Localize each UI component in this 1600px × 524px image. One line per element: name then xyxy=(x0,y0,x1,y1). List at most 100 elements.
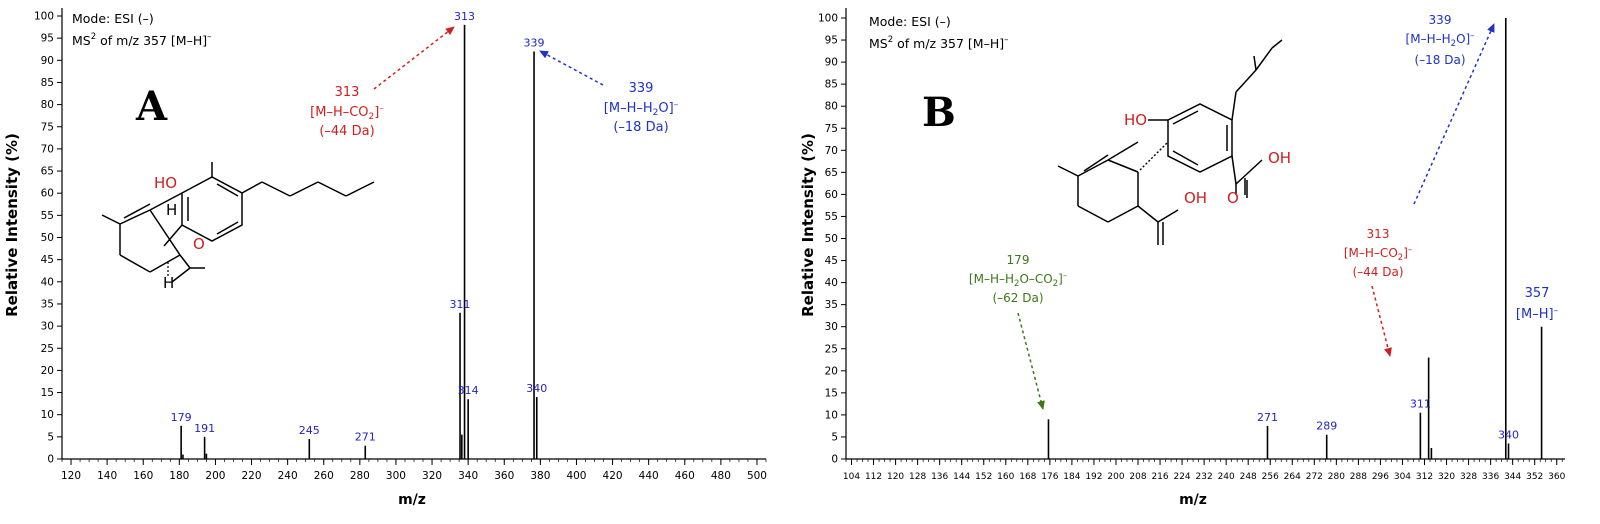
panel-b-y-tick-label: 100 xyxy=(818,13,838,25)
svg-text:(–44 Da): (–44 Da) xyxy=(1352,265,1403,279)
panel-b-arrow-313 xyxy=(1371,285,1392,357)
panel-a-structure-h-bottom: H xyxy=(163,274,174,292)
panel-a-mode-label: Mode: ESI (–) xyxy=(72,11,154,26)
panel-a-y-tick-label: 5 xyxy=(47,431,54,443)
panel-a-y-tick-label: 80 xyxy=(41,99,54,111)
panel-a-y-tick-label: 85 xyxy=(41,77,54,89)
panel-a-structure-o: O xyxy=(193,235,205,253)
panel-b-y-tick-label: 95 xyxy=(825,35,838,47)
panel-b-hash-bond xyxy=(1139,141,1169,171)
panel-a-x-tick-label: 440 xyxy=(639,470,659,482)
panel-a-x-tick-label: 260 xyxy=(314,470,334,482)
peak-label: 313 xyxy=(454,10,475,23)
svg-text:339: 339 xyxy=(629,81,654,96)
panel-a-structure-h-top: H xyxy=(166,201,177,219)
panel-a-y-tick-label: 75 xyxy=(41,121,54,133)
panel-b-x-tick-label: 232 xyxy=(1196,472,1213,482)
panel-b-annotation-179: 179 [M–H–H2O–CO2]– (–62 Da) xyxy=(969,253,1067,305)
svg-text:339: 339 xyxy=(1429,13,1452,27)
peak-label: 179 xyxy=(171,411,192,424)
panel-b-x-axis-label: m/z xyxy=(1179,492,1207,508)
panel-b-x-tick-label: 128 xyxy=(909,472,926,482)
panel-b-y-tick-label: 60 xyxy=(825,189,838,201)
peak-label: 311 xyxy=(450,298,471,311)
panel-a-structure xyxy=(101,162,375,283)
peak-label: 339 xyxy=(524,36,545,49)
panel-a-x-tick-label: 140 xyxy=(97,470,117,482)
panel-b-y-tick-label: 75 xyxy=(825,123,838,135)
svg-text:179: 179 xyxy=(1007,253,1030,267)
panel-a: 0 5 10 15 20 25 30 35 40 45 50 55 60 65 70 75 80 85 90 95 10… xyxy=(3,8,767,508)
panel-a-annotation-339: 339 [M–H–H2O]– (–18 Da) xyxy=(604,81,679,135)
panel-b-x-tick-label: 336 xyxy=(1482,472,1499,482)
svg-text:[M–H–H2O]–: [M–H–H2O]– xyxy=(1406,31,1475,49)
panel-a-x-tick-label: 280 xyxy=(350,470,370,482)
panel-b-annotation-339: 339 [M–H–H2O]– (–18 Da) xyxy=(1406,13,1475,67)
panel-a-y-tick-label: 70 xyxy=(41,143,54,155)
panel-b-x-tick-label: 120 xyxy=(887,472,904,482)
svg-text:(–18 Da): (–18 Da) xyxy=(613,120,668,135)
panel-a-x-tick-label: 320 xyxy=(422,470,442,482)
panel-a-ms2-label: MS2 of m/z 357 [M–H]– xyxy=(72,32,211,48)
panel-b-structure-ho: HO xyxy=(1124,111,1147,129)
svg-text:[M–H]–: [M–H]– xyxy=(1516,306,1559,322)
panel-a-y-tick-label: 95 xyxy=(41,33,54,45)
panel-a-x-tick-label: 420 xyxy=(603,470,623,482)
panel-a-x-tick-label: 380 xyxy=(530,470,550,482)
panel-b-y-tick-label: 25 xyxy=(825,343,838,355)
panel-b-x-tick-label: 200 xyxy=(1107,472,1124,482)
panel-b-x-tick-label: 224 xyxy=(1173,472,1190,482)
panel-a-x-tick-label: 160 xyxy=(133,470,153,482)
panel-b-x-tick-label: 152 xyxy=(975,472,992,482)
panel-b-peaks xyxy=(1047,18,1543,459)
panel-a-x-tick-label: 180 xyxy=(169,470,189,482)
panel-b-x-tick-label: 288 xyxy=(1350,472,1367,482)
panel-b-y-tick-label: 10 xyxy=(825,409,838,421)
panel-b-mode-label: Mode: ESI (–) xyxy=(869,14,951,29)
panel-b-y-tick-label: 5 xyxy=(831,431,838,443)
panel-b-x-tick-label: 176 xyxy=(1041,472,1058,482)
panel-a-ticks: 0 5 10 15 20 25 30 35 40 45 50 55 60 65 70 75 80 85 90 95 10… xyxy=(34,11,767,483)
panel-a-x-tick-label: 340 xyxy=(458,470,478,482)
panel-b-ms2-label: MS2 of m/z 357 [M–H]– xyxy=(869,35,1008,51)
panel-a-y-tick-label: 45 xyxy=(41,254,54,266)
panel-b-peak-labels: 271 289 311 340 xyxy=(1257,398,1519,442)
panel-a-x-tick-label: 120 xyxy=(61,470,81,482)
panel-b-x-tick-label: 352 xyxy=(1526,472,1543,482)
peak-label: 245 xyxy=(299,424,320,437)
panel-a-y-tick-label: 65 xyxy=(41,166,54,178)
svg-text:[M–H–H2O–CO2]–: [M–H–H2O–CO2]– xyxy=(969,271,1067,289)
panel-b-x-tick-label: 144 xyxy=(953,472,970,482)
svg-text:313: 313 xyxy=(335,85,360,100)
panel-a-x-tick-label: 240 xyxy=(278,470,298,482)
panel-a-y-tick-label: 100 xyxy=(34,11,54,23)
panel-a-structure-ho: HO xyxy=(154,174,177,192)
panel-b-x-tick-label: 272 xyxy=(1306,472,1323,482)
panel-b-annotation-357: 357 [M–H]– xyxy=(1516,286,1559,322)
panel-b-x-tick-label: 312 xyxy=(1416,472,1433,482)
panel-b-x-tick-label: 304 xyxy=(1394,472,1411,482)
panel-a-x-tick-label: 460 xyxy=(675,470,695,482)
panel-a-y-tick-label: 55 xyxy=(41,210,54,222)
panel-a-y-tick-label: 60 xyxy=(41,188,54,200)
panel-a-x-tick-label: 480 xyxy=(711,470,731,482)
panel-b-x-tick-label: 360 xyxy=(1548,472,1565,482)
panel-b-ticks: 0 5 10 15 20 25 30 35 40 45 50 55 60 65 70 75 80 85 90 95 10… xyxy=(818,13,1566,483)
panel-a-x-tick-label: 500 xyxy=(747,470,767,482)
panel-b-y-tick-label: 20 xyxy=(825,365,838,377)
panel-a-letter: A xyxy=(135,83,168,130)
svg-text:[M–H–H2O]–: [M–H–H2O]– xyxy=(604,100,679,118)
panel-b-y-tick-label: 15 xyxy=(825,387,838,399)
panel-a-x-axis-label: m/z xyxy=(398,492,426,508)
panel-b-y-tick-label: 30 xyxy=(825,321,838,333)
svg-text:(–44 Da): (–44 Da) xyxy=(319,124,374,139)
panel-b-arrow-179 xyxy=(1017,312,1045,410)
panel-b-x-tick-label: 256 xyxy=(1262,472,1279,482)
panel-b-x-tick-label: 296 xyxy=(1372,472,1389,482)
panel-a-arrow-339 xyxy=(539,50,604,86)
panel-a-peaks xyxy=(180,24,538,459)
panel-b-y-tick-label: 45 xyxy=(825,255,838,267)
panel-a-arrow-313 xyxy=(373,26,455,90)
panel-b: 0 5 10 15 20 25 30 35 40 45 50 55 60 65 70 75 80 85 90 95 10… xyxy=(799,8,1566,508)
